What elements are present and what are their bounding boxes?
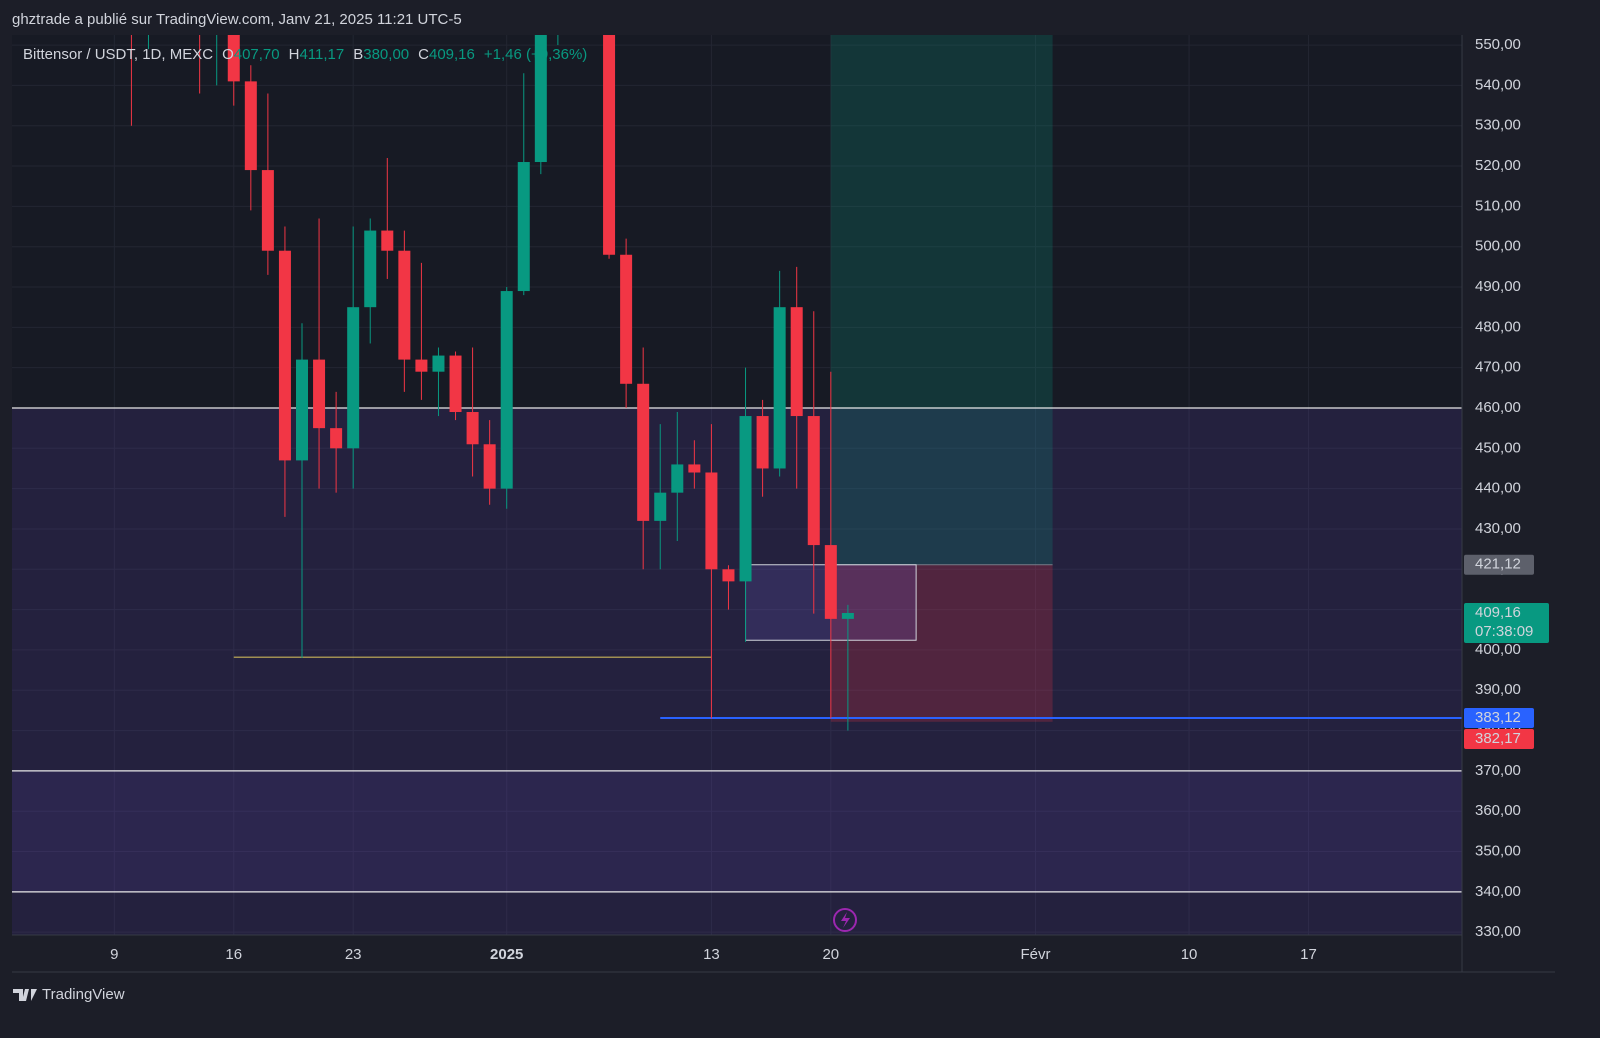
legend-item: H (289, 46, 300, 63)
entry-label-bg (1464, 554, 1534, 575)
plot (12, 35, 1462, 935)
candle-body (671, 464, 684, 493)
alert-label: 383,12 (1475, 709, 1521, 726)
x-tick-label: 2025 (490, 946, 523, 963)
y-tick-label: 440,00 (1475, 480, 1521, 497)
legend-item: 409,16 (429, 46, 475, 63)
y-tick-label: 480,00 (1475, 318, 1521, 335)
legend-item: 380,00 (363, 46, 409, 63)
legend-item: 411,17 (299, 46, 344, 63)
candle-body (534, 35, 547, 163)
y-tick-label: 390,00 (1475, 681, 1521, 698)
entry-label: 421,12 (1475, 556, 1521, 573)
x-tick-label: 9 (110, 946, 118, 963)
brand-logo (13, 989, 37, 1001)
publisher: ghztrade a publié sur TradingView.com, J… (12, 11, 462, 28)
legend-item: C (418, 46, 429, 63)
y-tick-label: 370,00 (1475, 762, 1521, 779)
candle-body (756, 416, 769, 469)
zone (12, 770, 1462, 892)
candle-body (261, 170, 274, 251)
stop-label: 382,17 (1475, 730, 1521, 747)
legend-item: B (353, 46, 363, 63)
x-tick-label: 20 (822, 946, 839, 963)
y-tick-label: 350,00 (1475, 843, 1521, 860)
candle-body (313, 359, 326, 429)
alert-label-bg (1464, 707, 1534, 728)
stop-label-bg (1464, 728, 1534, 749)
y-tick-label: 430,00 (1475, 520, 1521, 537)
candle-body (415, 359, 428, 372)
plot-area (12, 35, 1462, 935)
candle-body (790, 307, 803, 417)
target-zone (830, 35, 1053, 565)
y-tick-label: 470,00 (1475, 359, 1521, 376)
candle-body (722, 569, 735, 582)
candle-body (278, 250, 291, 461)
candle-body (739, 416, 752, 582)
stop-zone (830, 564, 1053, 722)
candle-body (824, 545, 837, 619)
event-icon[interactable] (833, 908, 857, 932)
axes: 330,00 340,00 350,00 360,00 370,00 380,00 390,… (23, 36, 1549, 963)
candle-body (483, 444, 496, 489)
x-tick-label: 16 (225, 946, 242, 963)
candle-body (637, 383, 650, 521)
last-price-label: 409,16 (1475, 604, 1521, 621)
x-tick-label: 13 (703, 946, 720, 963)
candle-body (449, 355, 462, 413)
candle-body (654, 492, 667, 521)
legend-item: O (222, 46, 234, 63)
candle-body (227, 35, 240, 82)
countdown: 07:38:09 (1475, 623, 1533, 640)
zone (12, 407, 1462, 935)
legend-item: +1,46 (+0,36%) (484, 46, 587, 63)
candle-body (705, 472, 718, 570)
candle-body (620, 254, 633, 384)
candle-body (517, 162, 530, 292)
y-tick-label: 540,00 (1475, 76, 1521, 93)
event-icon-bolt (841, 912, 850, 928)
candle-body (773, 307, 786, 469)
candle-body (807, 416, 820, 546)
y-tick-label: 490,00 (1475, 278, 1521, 295)
y-tick-label: 520,00 (1475, 157, 1521, 174)
candle-body (841, 612, 854, 619)
candle-body (432, 355, 445, 372)
legend-item: 407,70 (234, 46, 280, 63)
y-tick-label: 400,00 (1475, 641, 1521, 658)
y-tick-label: 460,00 (1475, 399, 1521, 416)
y-tick-label: 500,00 (1475, 238, 1521, 255)
y-tick-label: 530,00 (1475, 117, 1521, 134)
y-tick-label: 450,00 (1475, 439, 1521, 456)
last-price-bg (1464, 602, 1549, 643)
legend: Bittensor / USDT, 1D, MEXC O407,70 H411,17… (23, 46, 587, 63)
candle-body (500, 291, 513, 489)
y-tick-label: 510,00 (1475, 197, 1521, 214)
y-tick-label: 360,00 (1475, 802, 1521, 819)
x-tick-label: 17 (1300, 946, 1317, 963)
candle-body (398, 250, 411, 360)
x-tick-label: 10 (1181, 946, 1198, 963)
y-tick-label: 340,00 (1475, 883, 1521, 900)
x-tick-label: 23 (345, 946, 362, 963)
candle-body (330, 428, 343, 449)
legend-item: Bittensor / USDT, 1D, MEXC (23, 46, 213, 63)
y-tick-label: 330,00 (1475, 923, 1521, 940)
candle-body (603, 35, 616, 255)
candle-body (466, 412, 479, 445)
candle-body (244, 81, 257, 171)
candle-body (364, 230, 377, 308)
candle-body (381, 230, 394, 251)
candle-body (296, 359, 308, 461)
candle-body (347, 307, 360, 449)
x-tick-label: Févr (1021, 946, 1051, 963)
candle-body (688, 464, 701, 473)
y-tick-label: 550,00 (1475, 36, 1521, 53)
brand-name: TradingView (42, 986, 125, 1003)
